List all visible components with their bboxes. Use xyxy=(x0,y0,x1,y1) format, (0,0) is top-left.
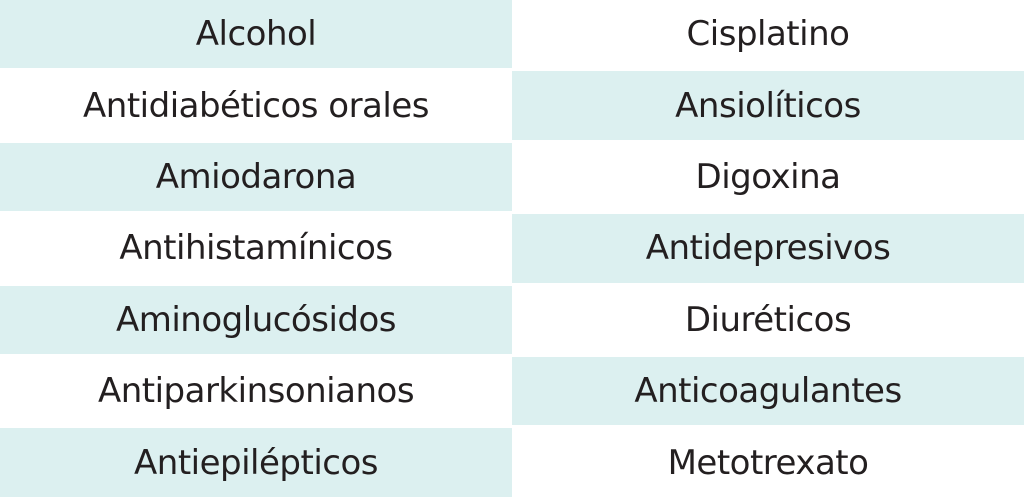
table-cell: Antihistamínicos xyxy=(119,228,393,269)
table-cell: Diuréticos xyxy=(684,299,852,340)
table-cell: Metotrexato xyxy=(667,442,869,483)
table-cell: Aminoglucósidos xyxy=(0,285,512,354)
table-cell: Alcohol xyxy=(0,0,512,69)
table-cell: Cisplatino xyxy=(686,14,850,55)
table-cell: Ansiolíticos xyxy=(512,71,1024,140)
right-column: Cisplatino Ansiolíticos Digoxina Antidep… xyxy=(512,0,1024,500)
table-cell: Digoxina xyxy=(695,156,841,197)
table-cell: Amiodarona xyxy=(0,142,512,212)
table-cell: Antidepresivos xyxy=(512,214,1024,283)
table-cell: Antiparkinsonianos xyxy=(97,371,415,412)
table-cell: Antiepilépticos xyxy=(0,428,512,497)
table-cell: Anticoagulantes xyxy=(512,356,1024,426)
left-column: Alcohol Antidiabéticos orales Amiodarona… xyxy=(0,0,512,497)
table-cell: Antidiabéticos orales xyxy=(83,85,429,126)
